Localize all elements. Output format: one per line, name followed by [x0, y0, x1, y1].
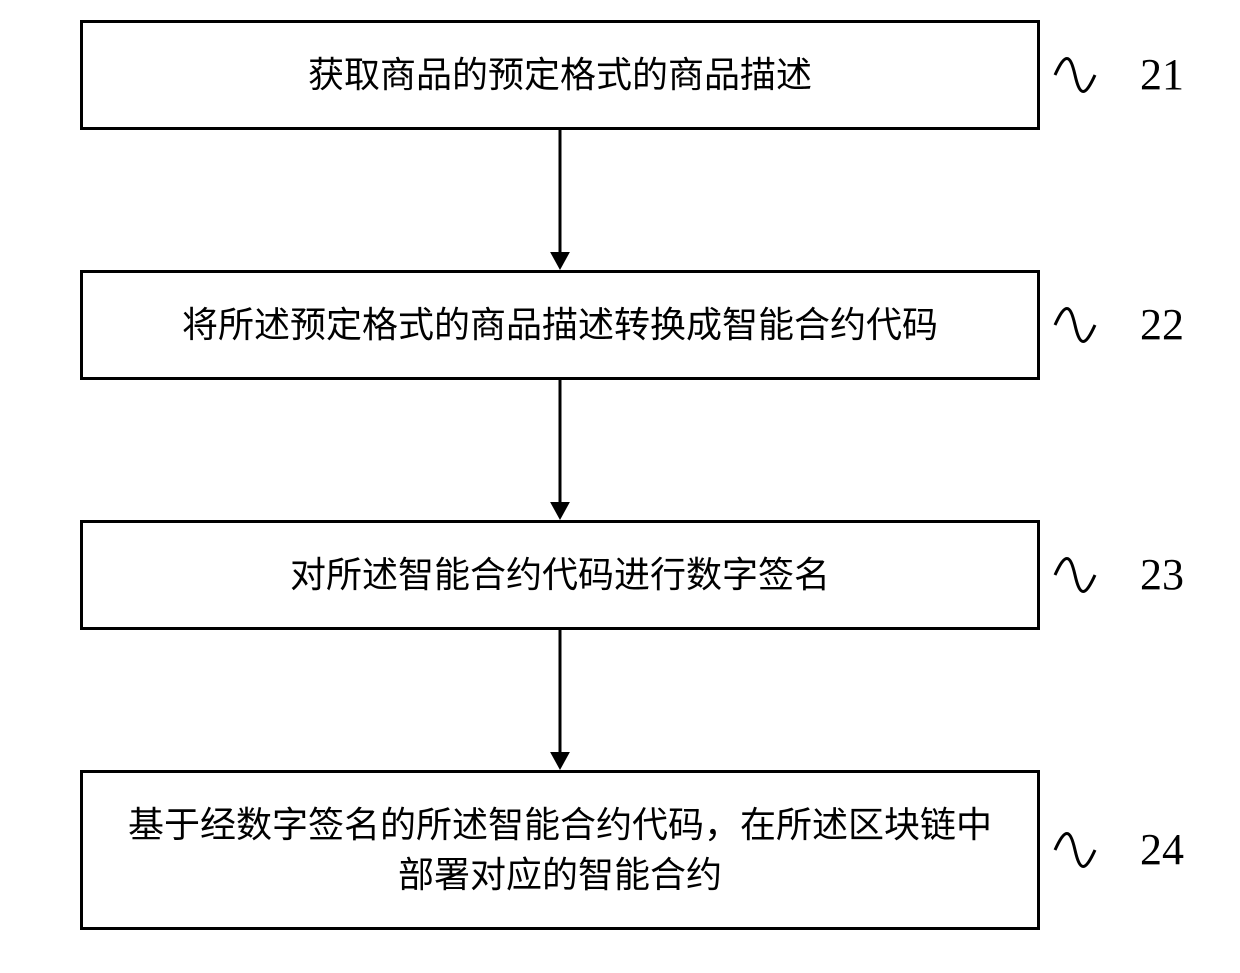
step-label: 24: [1140, 824, 1184, 875]
step-label: 22: [1140, 299, 1184, 350]
flow-box-text: 对所述智能合约代码进行数字签名: [83, 550, 1037, 600]
flow-box-text: 基于经数字签名的所述智能合约代码，在所述区块链中部署对应的智能合约: [83, 800, 1037, 901]
flow-box-b2: 将所述预定格式的商品描述转换成智能合约代码: [80, 270, 1040, 380]
flow-box-b4: 基于经数字签名的所述智能合约代码，在所述区块链中部署对应的智能合约: [80, 770, 1040, 930]
flow-box-text: 获取商品的预定格式的商品描述: [83, 50, 1037, 100]
flow-box-text: 将所述预定格式的商品描述转换成智能合约代码: [83, 300, 1037, 350]
step-label: 23: [1140, 549, 1184, 600]
flow-box-b3: 对所述智能合约代码进行数字签名: [80, 520, 1040, 630]
flow-box-b1: 获取商品的预定格式的商品描述: [80, 20, 1040, 130]
step-label: 21: [1140, 49, 1184, 100]
